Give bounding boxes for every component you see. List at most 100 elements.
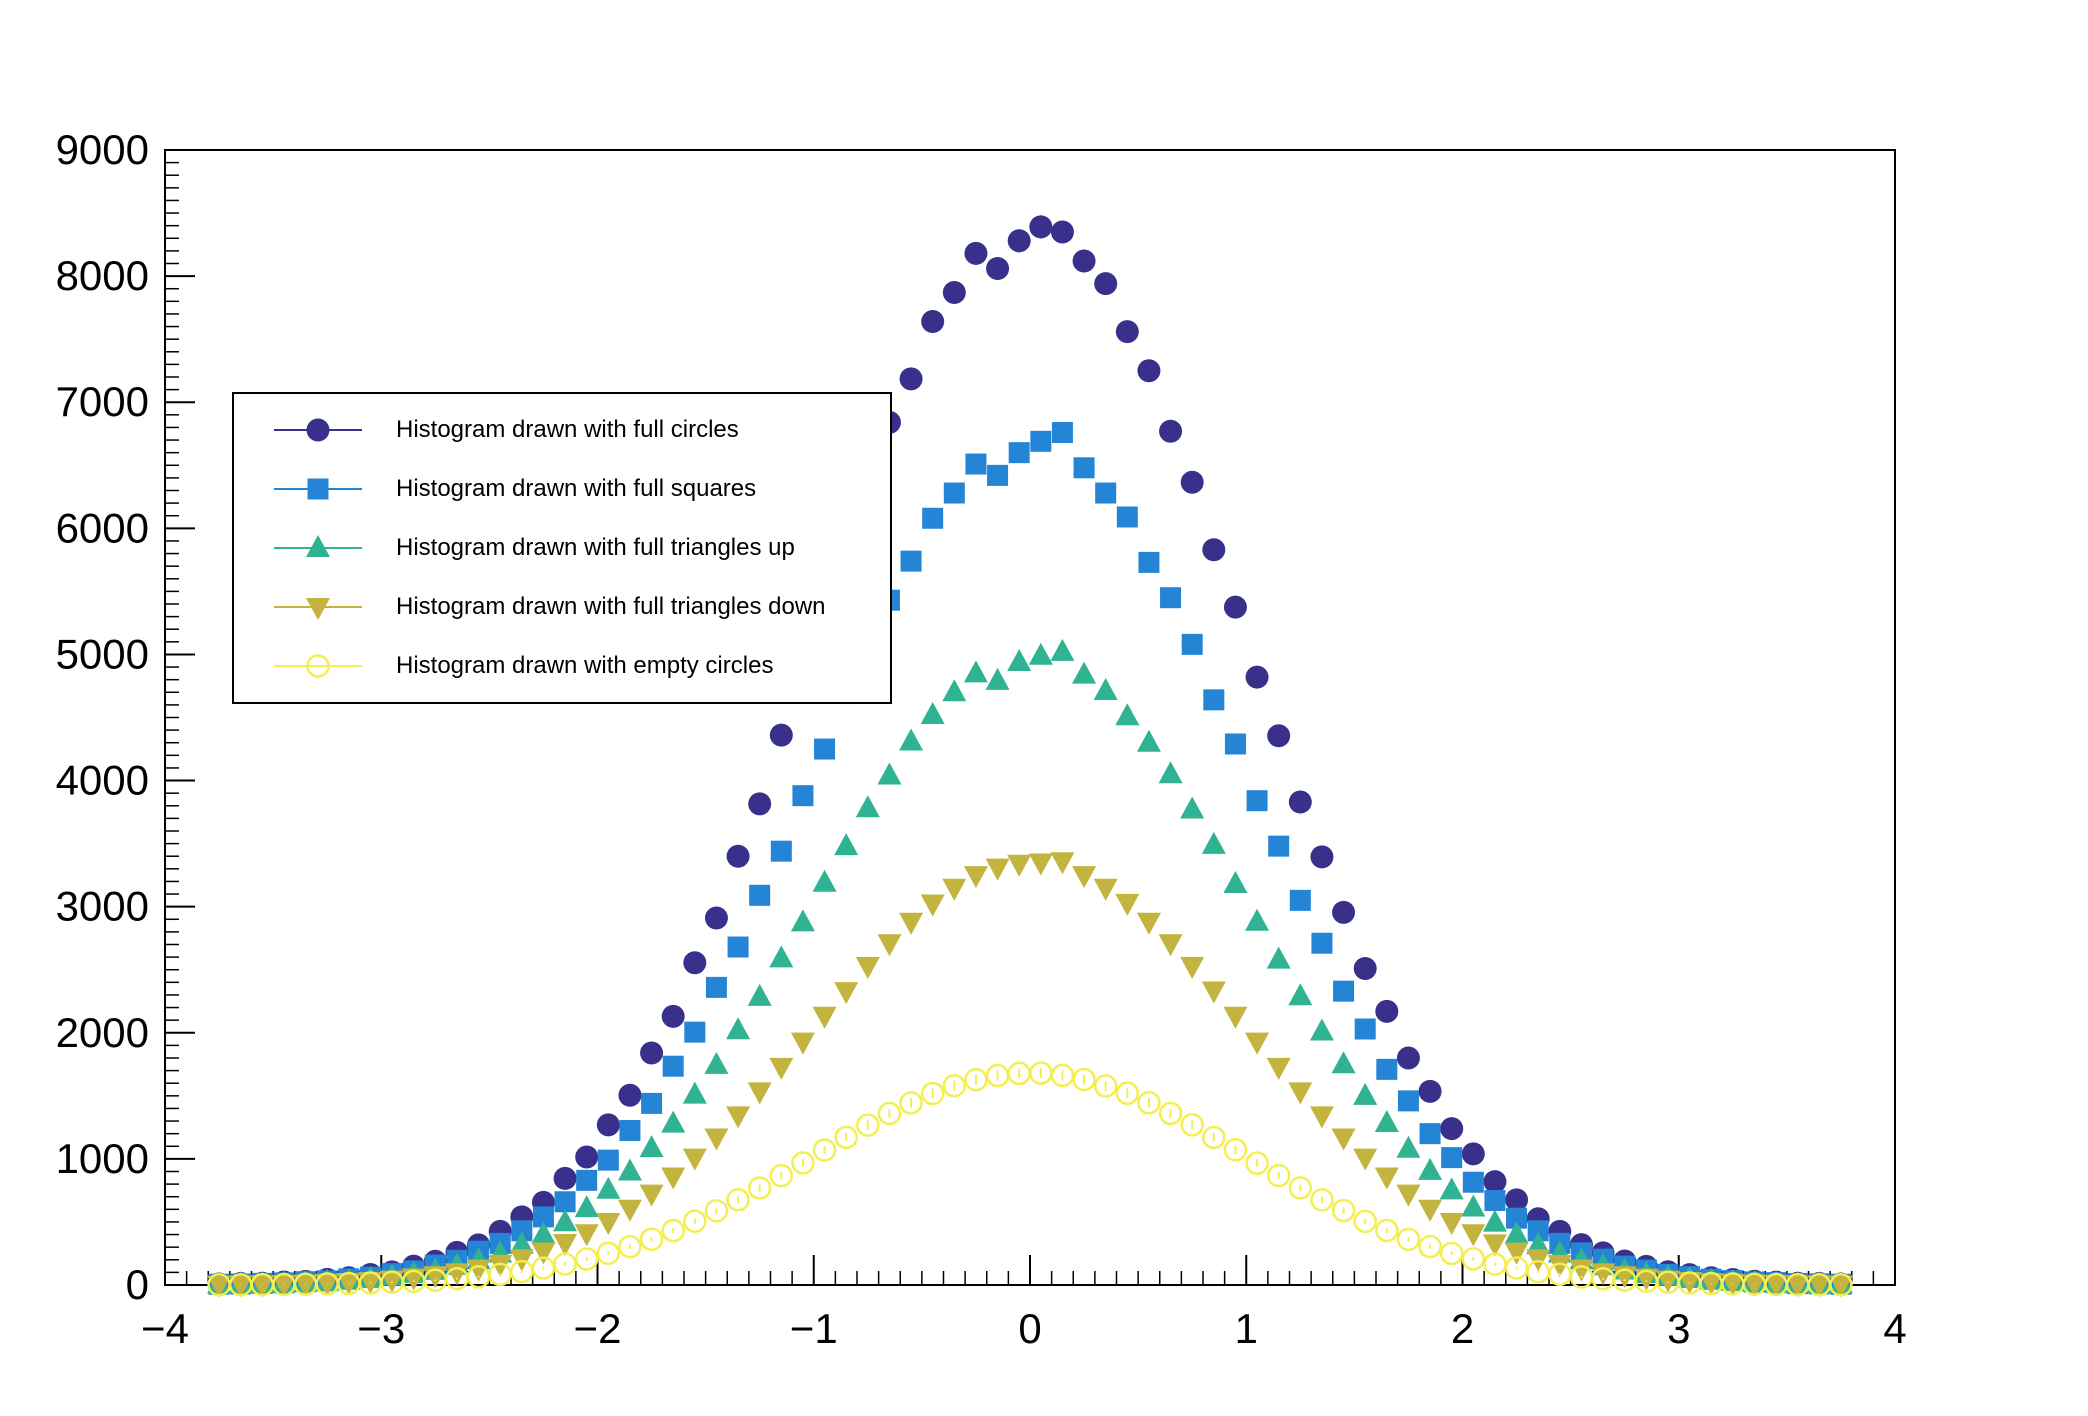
x-axis-tick-label: −2 xyxy=(574,1305,622,1352)
triangle-down-marker xyxy=(1807,1275,1832,1298)
triangle-down-marker xyxy=(1245,1032,1270,1055)
triangle-up-marker xyxy=(1418,1157,1443,1180)
full-circle-marker xyxy=(1202,538,1226,562)
triangle-down-marker xyxy=(704,1128,729,1151)
triangle-down-marker xyxy=(1115,893,1140,916)
open-circle-marker xyxy=(704,1199,729,1223)
triangle-up-marker xyxy=(617,1158,642,1181)
triangle-down-marker xyxy=(1180,956,1205,979)
legend-label: Histogram drawn with full squares xyxy=(396,474,757,502)
full-square-marker xyxy=(1008,442,1030,464)
triangle-up-marker xyxy=(682,1081,707,1104)
full-circle-marker xyxy=(1072,249,1096,273)
x-axis-tick-label: −1 xyxy=(790,1305,838,1352)
x-axis-tick-label: −3 xyxy=(357,1305,405,1352)
open-circle-marker xyxy=(769,1163,794,1188)
triangle-down-marker xyxy=(250,1275,275,1298)
open-circle-marker xyxy=(856,1113,880,1137)
full-square-marker xyxy=(1224,733,1246,755)
y-axis-tick-label: 5000 xyxy=(56,630,149,677)
triangle-down-marker xyxy=(1461,1224,1486,1247)
full-circle-marker xyxy=(748,792,772,816)
triangle-up-marker xyxy=(531,1221,556,1244)
full-square-marker xyxy=(662,1055,684,1077)
full-square-marker xyxy=(987,464,1009,486)
triangle-down-marker xyxy=(336,1272,361,1295)
triangle-down-marker xyxy=(639,1184,664,1207)
triangle-up-marker xyxy=(877,762,902,785)
series-triangle-down xyxy=(207,852,1853,1298)
full-square-marker xyxy=(1441,1147,1463,1169)
full-square-marker xyxy=(641,1092,663,1114)
triangle-up-marker xyxy=(1461,1194,1486,1217)
full-circle-marker xyxy=(1418,1079,1442,1103)
triangle-down-marker xyxy=(1374,1167,1399,1190)
full-circle-marker xyxy=(704,906,728,930)
full-circle-marker xyxy=(618,1083,642,1107)
triangle-up-marker xyxy=(1028,642,1053,665)
open-circle-marker xyxy=(1093,1074,1118,1098)
x-axis-tick-label: 2 xyxy=(1451,1305,1474,1352)
full-circle-marker xyxy=(769,723,793,747)
open-circle-marker xyxy=(306,654,330,679)
axes: 0 1000 2000 3000 4000 5000 6000 7000 8000 9000 −4 −… xyxy=(56,126,1907,1352)
triangle-down-marker xyxy=(553,1234,578,1257)
triangle-down-marker xyxy=(1418,1199,1443,1222)
triangle-down-marker xyxy=(293,1274,318,1297)
triangle-down-marker xyxy=(207,1275,232,1298)
triangle-up-marker xyxy=(1482,1209,1507,1232)
triangle-down-marker xyxy=(1699,1272,1724,1295)
open-circle-marker xyxy=(1288,1176,1313,1200)
full-circle-marker xyxy=(1115,320,1139,344)
open-circle-marker xyxy=(639,1227,664,1251)
triangle-up-marker xyxy=(1158,761,1183,784)
triangle-up-marker xyxy=(1050,638,1075,661)
triangle-up-marker xyxy=(1504,1221,1529,1244)
open-circle-marker xyxy=(1223,1138,1248,1162)
legend-entry-triangles-up: Histogram drawn with full triangles up xyxy=(234,526,890,570)
open-circle-marker xyxy=(553,1252,577,1276)
full-circle-marker xyxy=(640,1041,664,1065)
legend-entry-empty-circles: Histogram drawn with empty circles xyxy=(234,644,890,688)
triangle-down-marker xyxy=(1266,1057,1291,1080)
triangle-down-marker xyxy=(747,1082,772,1105)
full-circle-marker xyxy=(1137,359,1161,383)
y-axis-tick-label: 3000 xyxy=(56,883,149,930)
triangle-up-marker xyxy=(574,1195,599,1218)
triangle-up-marker xyxy=(1396,1135,1421,1158)
full-square-marker xyxy=(1376,1058,1398,1080)
open-circle-marker xyxy=(1396,1227,1421,1252)
full-square-marker xyxy=(727,936,749,958)
triangle-up-marker xyxy=(1288,983,1313,1006)
triangle-up-marker xyxy=(704,1051,729,1074)
triangle-up-marker xyxy=(1007,649,1032,672)
triangle-up-marker xyxy=(985,667,1010,690)
legend-box: Histogram drawn with full circles Histog… xyxy=(232,392,892,704)
triangle-down-marker xyxy=(1136,912,1161,935)
x-axis-tick-label: 3 xyxy=(1667,1305,1690,1352)
y-axis-tick-label: 2000 xyxy=(56,1009,149,1056)
full-square-marker xyxy=(532,1206,554,1228)
triangle-up-marker xyxy=(1223,870,1248,893)
open-circle-marker xyxy=(1418,1234,1442,1259)
triangle-down-marker-icon xyxy=(274,598,362,621)
triangle-up-marker xyxy=(1245,908,1270,931)
full-square-marker xyxy=(554,1191,576,1213)
full-square-marker xyxy=(1095,482,1117,504)
triangle-up-marker xyxy=(509,1231,534,1254)
series-open-circle xyxy=(207,1061,1853,1297)
full-circle-marker xyxy=(1288,790,1312,814)
open-circle-marker xyxy=(964,1067,988,1092)
open-circle-marker xyxy=(1245,1151,1269,1175)
full-square-marker xyxy=(965,453,987,475)
full-circle-marker xyxy=(683,951,707,975)
open-circle-marker xyxy=(812,1138,837,1162)
triangle-up-marker xyxy=(769,945,794,968)
triangle-up-marker xyxy=(306,534,330,557)
y-axis-tick-label: 0 xyxy=(126,1261,149,1308)
full-square-marker xyxy=(814,738,836,760)
full-circle-marker xyxy=(1050,220,1074,244)
triangle-up-marker xyxy=(726,1017,751,1040)
full-square-marker xyxy=(684,1021,706,1043)
open-circle-marker xyxy=(726,1187,750,1212)
